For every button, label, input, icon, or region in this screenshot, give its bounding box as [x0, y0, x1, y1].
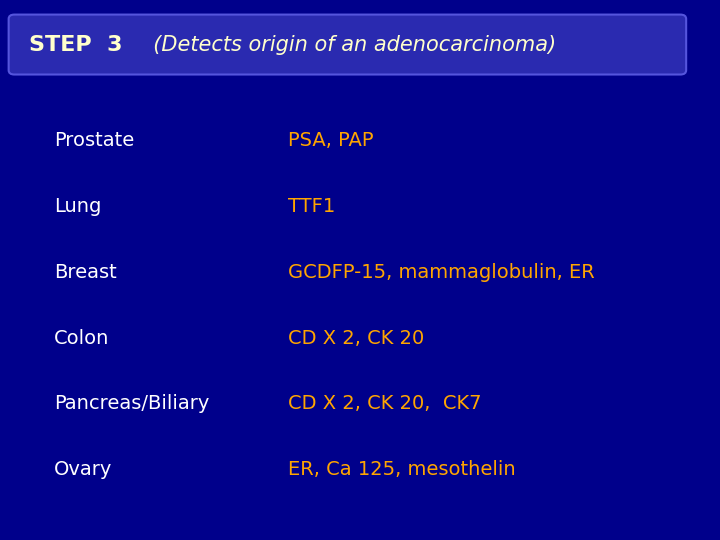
Text: ER, Ca 125, mesothelin: ER, Ca 125, mesothelin: [288, 460, 516, 480]
Text: Colon: Colon: [54, 328, 109, 348]
Text: TTF1: TTF1: [288, 197, 336, 216]
Text: STEP  3: STEP 3: [29, 35, 122, 55]
Text: PSA, PAP: PSA, PAP: [288, 131, 374, 150]
Text: Ovary: Ovary: [54, 460, 112, 480]
Text: CD X 2, CK 20: CD X 2, CK 20: [288, 328, 424, 348]
Text: Lung: Lung: [54, 197, 102, 216]
Text: CD X 2, CK 20,  CK7: CD X 2, CK 20, CK7: [288, 394, 482, 414]
Text: Breast: Breast: [54, 262, 117, 282]
Text: GCDFP-15, mammaglobulin, ER: GCDFP-15, mammaglobulin, ER: [288, 262, 595, 282]
Text: Pancreas/Biliary: Pancreas/Biliary: [54, 394, 210, 414]
Text: (Detects origin of an adenocarcinoma): (Detects origin of an adenocarcinoma): [140, 35, 557, 55]
FancyBboxPatch shape: [9, 15, 686, 75]
Text: Prostate: Prostate: [54, 131, 134, 150]
